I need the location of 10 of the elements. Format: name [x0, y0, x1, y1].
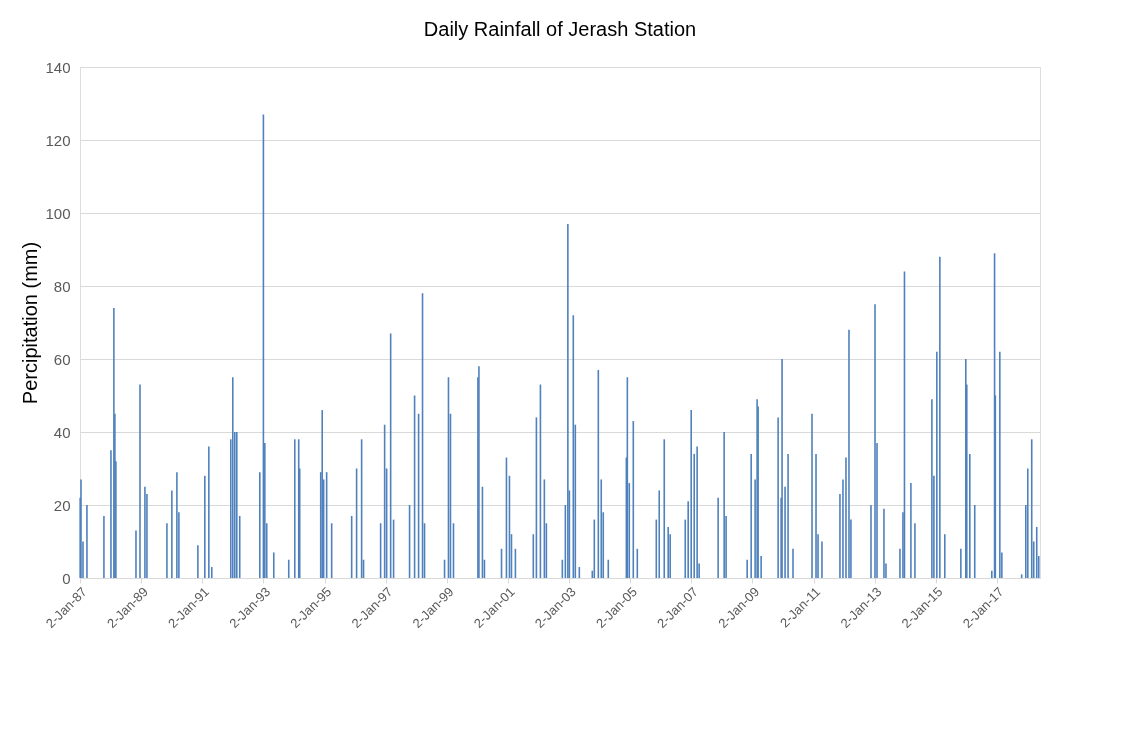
- y-tick-label: 120: [45, 131, 71, 149]
- y-tick-label: 140: [45, 58, 71, 76]
- y-tick-label: 40: [53, 423, 71, 441]
- y-tick-label: 20: [53, 496, 71, 514]
- y-tick-label: 100: [45, 204, 71, 222]
- y-tick-label: 80: [53, 277, 71, 295]
- chart-title: Daily Rainfall of Jerash Station: [423, 18, 697, 40]
- y-tick-label: 60: [53, 350, 71, 368]
- y-tick-label: 0: [62, 569, 71, 587]
- y-axis-title: Percipitation (mm): [19, 241, 42, 405]
